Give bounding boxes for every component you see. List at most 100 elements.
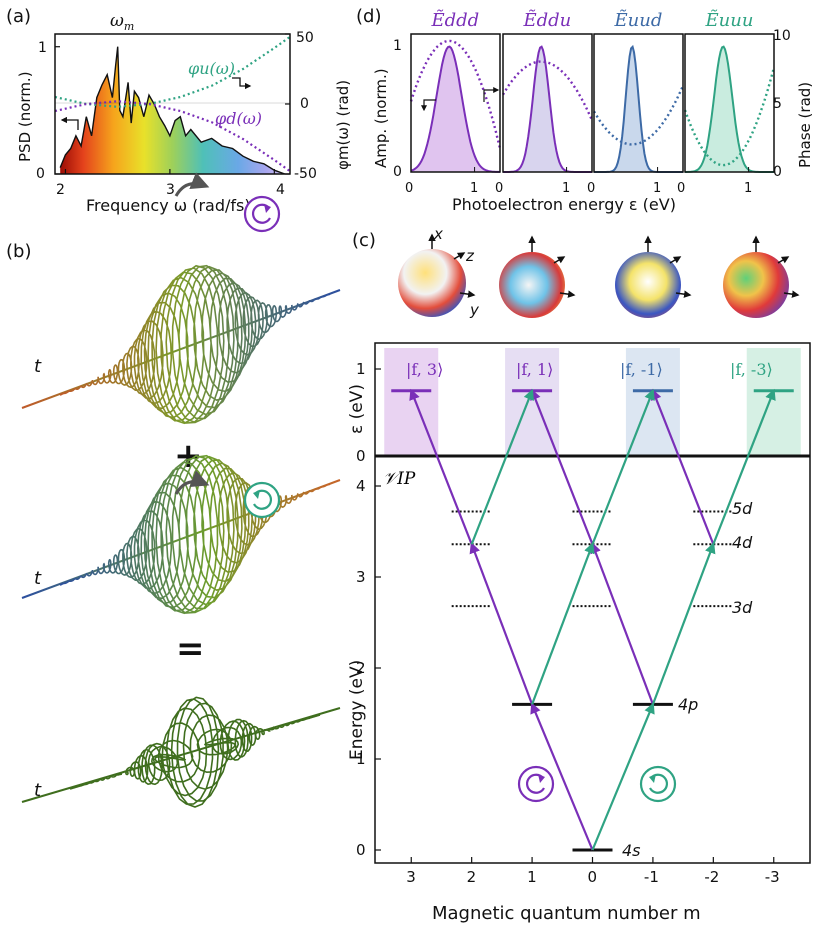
c-ytick-label: 0 xyxy=(356,841,366,859)
axis-x-label: x xyxy=(433,225,443,243)
amp-fill-0 xyxy=(411,46,500,172)
panel-c-diagram: 3 2 1 0 -1 -2 -3 0 1 2 3 4 0 1 𝒱IP ε (eV) Energy (eV)… xyxy=(347,342,811,924)
c-xlabel: Magnetic quantum number m xyxy=(432,903,701,924)
panel-c-spheres: x z y xyxy=(398,225,800,319)
c-ytick-label: 3 xyxy=(356,568,366,586)
level-label-5d: 5d xyxy=(732,499,753,518)
sum-helix xyxy=(69,696,321,808)
state-label-fm3: |f, -3⟩ xyxy=(730,360,773,379)
c-ytick-top-label: 0 xyxy=(356,447,366,465)
transition-arrow-teal xyxy=(470,388,534,545)
phi-u-label: φu(ω) xyxy=(188,59,235,78)
transition-arrow-purple xyxy=(651,388,715,545)
wave-packet-middle: t xyxy=(21,454,341,615)
sphere-1: x z y xyxy=(398,225,480,319)
transition-arrow-purple xyxy=(409,388,473,545)
d-xtick-0c: 0 xyxy=(587,181,595,196)
d-xtick-0d: 0 xyxy=(677,181,685,196)
a-ytick-r-0: 0 xyxy=(300,96,309,112)
psd-line xyxy=(59,46,286,175)
ccw-circle-icon xyxy=(243,195,281,233)
panel-label-d: (d) xyxy=(356,6,381,27)
vip-label: 𝒱IP xyxy=(383,469,416,489)
d-title-3: Ẽuuu xyxy=(705,9,754,31)
t-label-middle: t xyxy=(34,568,42,589)
transition-arrow-teal xyxy=(712,388,776,545)
amp-curve-0 xyxy=(410,45,501,173)
transition-arrow-teal xyxy=(651,542,716,705)
d-title-2: Ẽuud xyxy=(614,9,663,31)
panel-b: t + t = t xyxy=(21,172,341,808)
d-arrow-right-icon xyxy=(483,87,500,102)
axis-arrow-left-icon xyxy=(60,116,79,130)
d-ytick-1: 1 xyxy=(393,38,402,54)
phase-curve-1 xyxy=(501,60,594,121)
panel-label-b: (b) xyxy=(6,241,31,262)
rotation-arrow-middle-icon xyxy=(174,470,210,495)
d-ylabel-right: Phase (rad) xyxy=(796,82,814,168)
d-xtick-0b: 0 xyxy=(495,181,503,196)
cw-circle-icon-c xyxy=(639,765,677,803)
c-xtick-label: -3 xyxy=(765,868,780,886)
level-label-4p: 4p xyxy=(678,695,698,714)
amp-fill-2 xyxy=(594,46,683,172)
wave-packet-top: t xyxy=(21,172,341,425)
d-xtick-1b: 1 xyxy=(562,181,570,196)
axis-line-sum xyxy=(21,707,341,803)
d-xtick-1c: 1 xyxy=(653,181,661,196)
c-xtick-label: 2 xyxy=(467,868,477,886)
state-label-fm1: |f, -1⟩ xyxy=(620,360,663,379)
phase-curve-2 xyxy=(592,85,685,146)
level-label-4s: 4s xyxy=(622,841,641,860)
state-label-f1: |f, 1⟩ xyxy=(516,360,553,379)
d-xtick-1d: 1 xyxy=(744,181,752,196)
a-ylabel-right: φm(ω) (rad) xyxy=(334,80,352,170)
level-label-3d: 3d xyxy=(732,598,753,617)
transition-arrow-teal xyxy=(591,388,655,545)
a-xtick-2: 2 xyxy=(56,182,65,198)
level-label-4d: 4d xyxy=(732,533,753,552)
state-label-f3: |f, 3⟩ xyxy=(406,360,443,379)
d-title-1: Ẽddu xyxy=(523,9,572,31)
c-xtick-label: 3 xyxy=(406,868,416,886)
phi-u-curve xyxy=(54,35,291,108)
equals-sign: = xyxy=(176,629,205,669)
psd-area xyxy=(60,46,285,175)
rotation-arrow-top-icon xyxy=(174,172,210,197)
a-xtick-3: 3 xyxy=(166,182,175,198)
phase-curve-0 xyxy=(409,39,502,149)
d-xtick-0: 0 xyxy=(405,181,413,196)
c-ytick-top-label: 1 xyxy=(356,360,366,378)
d-ytick-r-5: 5 xyxy=(773,96,782,112)
transition-arrow-purple xyxy=(530,702,594,851)
transition-arrow-teal xyxy=(531,542,595,705)
phi-d-curve xyxy=(54,100,291,173)
d-xtick-1: 1 xyxy=(470,181,478,196)
coil-mid-helix xyxy=(59,454,331,615)
d-ytick-0: 0 xyxy=(393,164,402,180)
d-arrow-left-icon xyxy=(421,99,436,112)
c-xtick-label: 0 xyxy=(588,868,598,886)
panel-label-c: (c) xyxy=(352,230,376,251)
axis-z-label: z xyxy=(465,247,475,265)
panel-label-a: (a) xyxy=(6,6,31,27)
panel-a: 0 1 50 0 -50 2 3 4 Frequency ω (rad/fs) … xyxy=(16,11,352,215)
coil-top-helix xyxy=(59,264,331,425)
d-frame-3 xyxy=(684,33,775,173)
d-ytick-r-0: 0 xyxy=(773,164,782,180)
cw-circle-icon xyxy=(243,481,281,519)
c-ytick-label: 4 xyxy=(356,477,366,495)
panel-a-ticks xyxy=(55,33,290,175)
sphere-3 xyxy=(615,235,692,318)
axis-arrow-right-icon xyxy=(232,77,252,90)
d-ytick-r-10: 10 xyxy=(773,28,791,44)
d-frame-2 xyxy=(593,33,684,173)
sphere-2 xyxy=(499,235,576,318)
amp-fill-3 xyxy=(685,46,774,173)
c-xtick-label: -1 xyxy=(644,868,659,886)
a-ytick-1: 1 xyxy=(38,40,47,56)
transition-arrow-purple xyxy=(530,388,594,545)
a-ylabel-left: PSD (norm.) xyxy=(16,71,34,162)
sphere-4 xyxy=(723,235,800,318)
a-ytick-r-50: 50 xyxy=(296,30,314,46)
